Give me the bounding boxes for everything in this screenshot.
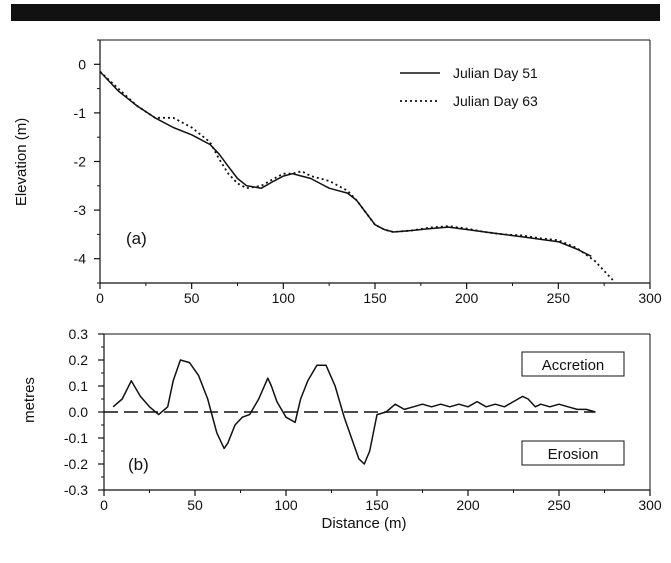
series-line-a-1	[99, 70, 614, 282]
x-tick-label-b-150: 150	[365, 497, 389, 513]
y-tick-label-b: 0.2	[69, 352, 89, 368]
panel-a-ylabel: Elevation (m)	[13, 118, 30, 206]
erosion-box	[521, 440, 625, 466]
y-tick-label-b: 0.0	[69, 404, 89, 420]
x-tick-label-b-0: 0	[100, 497, 108, 513]
y-tick-label-b: -0.1	[64, 430, 88, 446]
y-tick-label-b: -0.2	[64, 456, 88, 472]
x-tick-label-a-0: 0	[96, 290, 104, 306]
x-tick-label-a-300: 300	[638, 290, 662, 306]
y-tick-label-a: -2	[74, 154, 87, 170]
panel-a: 0 50 100 150 200 250 300 0 -1 -2 -3 -4 Elevation (…	[13, 39, 662, 306]
erosion-label: Erosion	[548, 446, 599, 463]
y-tick-label-a: -4	[74, 251, 87, 267]
y-tick-label-b: 0.3	[69, 326, 89, 342]
legend: Julian Day 51 Julian Day 63	[400, 65, 538, 109]
x-tick-label-a-100: 100	[272, 290, 296, 306]
y-tick-label-b: -0.3	[64, 482, 88, 498]
panel-b-series	[112, 359, 596, 465]
panel-a-series	[99, 70, 614, 282]
legend-label-day63: Julian Day 63	[453, 93, 538, 109]
top-black-bar	[11, 4, 660, 21]
panel-a-x-ticks: 0 50 100 150 200 250 300	[96, 283, 662, 306]
x-tick-label-a-150: 150	[363, 290, 387, 306]
x-tick-label-a-250: 250	[547, 290, 571, 306]
y-tick-label-a: 0	[78, 56, 86, 72]
accretion-box	[521, 351, 625, 377]
y-tick-label-b: 0.1	[69, 378, 89, 394]
x-tick-label-b-250: 250	[547, 497, 571, 513]
x-tick-label-a-50: 50	[184, 290, 200, 306]
panel-b-ylabel: metres	[21, 377, 38, 423]
panel-b-y-ticks: 0.3 0.2 0.1 0.0 -0.1 -0.2 -0.3	[64, 326, 104, 498]
x-tick-label-b-300: 300	[638, 497, 662, 513]
panel-a-y-ticks: 0 -1 -2 -3 -4	[74, 39, 100, 284]
panel-b-xlabel: Distance (m)	[321, 515, 406, 532]
accretion-label: Accretion	[542, 357, 605, 374]
x-tick-label-b-50: 50	[187, 497, 203, 513]
panel-a-label: (a)	[126, 229, 147, 248]
legend-label-day51: Julian Day 51	[453, 65, 538, 81]
x-tick-label-a-200: 200	[455, 290, 479, 306]
x-tick-label-b-200: 200	[456, 497, 480, 513]
series-line-b-0	[112, 359, 596, 465]
series-line-a-0	[99, 71, 592, 257]
y-tick-label-a: -3	[74, 202, 87, 218]
x-tick-label-b-100: 100	[274, 497, 298, 513]
panel-b-label: (b)	[128, 455, 149, 474]
y-tick-label-a: -1	[74, 105, 87, 121]
panel-b-x-ticks: 0 50 100 150 200 250 300	[100, 490, 662, 513]
panel-b: 0 50 100 150 200 250 300 0.3 0.2 0.1 0.0 -0.1 -0.2 -…	[21, 326, 662, 532]
